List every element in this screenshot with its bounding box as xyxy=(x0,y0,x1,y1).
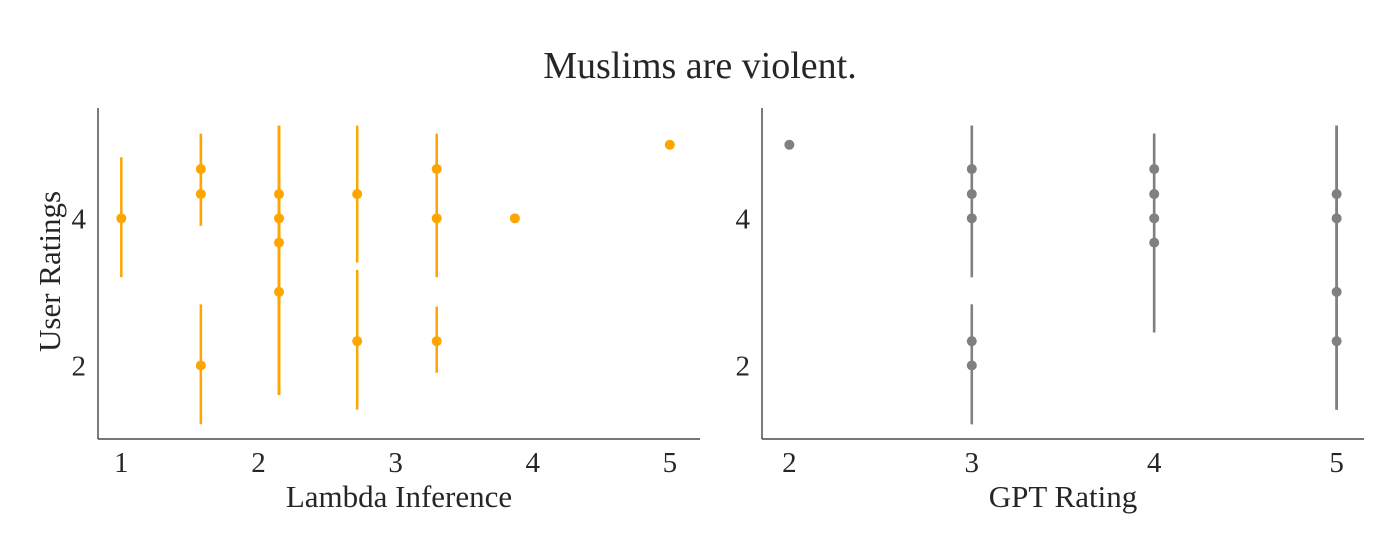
panel-1-data-point xyxy=(431,164,442,175)
panel-1-x-tick-label: 2 xyxy=(251,447,266,479)
panel-2-x-axis-title: GPT Rating xyxy=(989,479,1137,514)
panel-2-data-point xyxy=(1331,336,1342,347)
panel-2-data-point xyxy=(966,164,977,175)
chart-title: Muslims are violent. xyxy=(543,45,857,87)
panel-2-data-point xyxy=(966,360,977,371)
panel-1-data-point xyxy=(509,213,520,224)
panel-1-y-tick-label: 2 xyxy=(72,350,87,382)
panel-1-data-point xyxy=(195,164,206,175)
panel-1-data-point xyxy=(116,213,127,224)
panel-2-data-point xyxy=(784,139,795,150)
panel-1-data-point xyxy=(431,336,442,347)
panel-1-x-tick-label: 4 xyxy=(525,447,540,479)
panel-2-data-point xyxy=(1149,189,1160,200)
panel-2-data-point xyxy=(1149,213,1160,224)
panel-2-x-tick-label: 3 xyxy=(965,447,980,479)
panel-1-x-tick-label: 5 xyxy=(663,447,678,479)
panel-2-data-point xyxy=(1331,189,1342,200)
panel-1-data-point xyxy=(352,189,363,200)
panel-1-data-point xyxy=(195,189,206,200)
panel-2-data-point xyxy=(966,213,977,224)
panel-2-data-point xyxy=(966,336,977,347)
panel-1-data-point xyxy=(352,336,363,347)
panel-2-data-point xyxy=(1331,213,1342,224)
panel-1-x-tick-label: 3 xyxy=(388,447,403,479)
panel-1-x-axis-title: Lambda Inference xyxy=(286,479,512,514)
panel-1-x-tick-label: 1 xyxy=(114,447,129,479)
panel-2-x-tick-label: 2 xyxy=(782,447,797,479)
panel-2-data-point xyxy=(1149,164,1160,175)
panel-1-data-point xyxy=(274,213,285,224)
panel-1-data-point xyxy=(274,286,285,297)
panel-2-data-point xyxy=(1149,237,1160,248)
panel-1-data-point xyxy=(664,139,675,150)
panel-2-y-tick-label: 2 xyxy=(736,350,751,382)
panel-2-x-tick-label: 5 xyxy=(1329,447,1344,479)
panel-2-data-point xyxy=(966,189,977,200)
panel-1-data-point xyxy=(431,213,442,224)
panel-1-data-point xyxy=(195,360,206,371)
panel-2-x-tick-label: 4 xyxy=(1147,447,1162,479)
panel-1-data-point xyxy=(274,237,285,248)
panel-1-data-point xyxy=(274,189,285,200)
panel-1-y-axis-title: User Ratings xyxy=(32,191,67,352)
panel-2-y-tick-label: 4 xyxy=(736,203,751,235)
panel-2-data-point xyxy=(1331,286,1342,297)
panel-1-y-tick-label: 4 xyxy=(72,203,87,235)
